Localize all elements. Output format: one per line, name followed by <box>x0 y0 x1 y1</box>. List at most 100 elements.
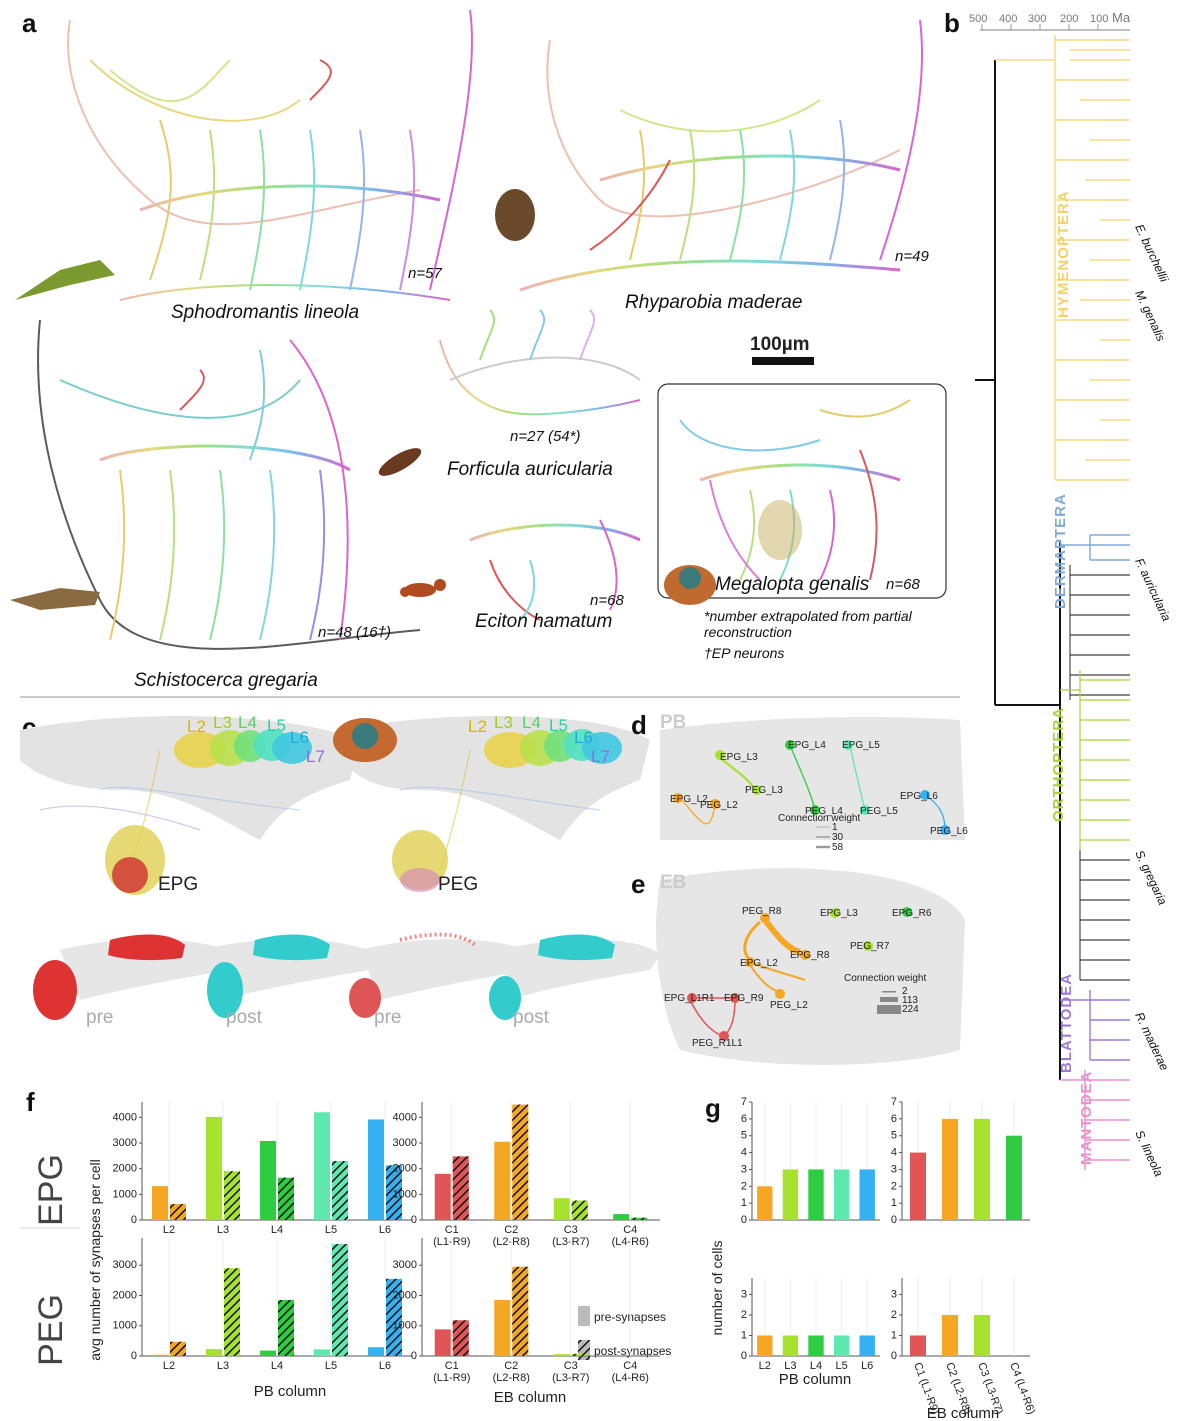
post-label: post <box>226 1007 262 1028</box>
species-label: Forficula auricularia <box>447 459 613 480</box>
neuron-forficula <box>439 309 641 416</box>
hymenoptera-branches <box>995 35 1130 481</box>
pre-label: pre <box>86 1007 114 1028</box>
tick-100: 100 <box>1090 13 1108 25</box>
x-tick-label: C4 <box>623 1224 637 1236</box>
scale-bar-label: 100µm <box>750 334 810 355</box>
y-tick-label: 1 <box>741 1197 747 1209</box>
post-label: post <box>513 1007 549 1028</box>
column-label: L4 <box>238 713 257 732</box>
x-tick-label: L2 <box>163 1224 175 1236</box>
time-axis-ticks <box>981 24 1099 30</box>
x-tick-label: L5 <box>835 1360 847 1372</box>
column-label: L3 <box>213 713 232 732</box>
y-tick-label: 0 <box>411 1350 417 1362</box>
bar <box>942 1118 958 1220</box>
dermaptera-branches <box>1060 534 1130 561</box>
y-tick-label: 3 <box>891 1288 897 1300</box>
y-tick-label: 0 <box>741 1214 747 1226</box>
y-tick-label: 1000 <box>393 1320 417 1332</box>
footnote-ep-neurons: †EP neurons <box>704 645 785 661</box>
node-label: EPG_R6 <box>892 908 932 919</box>
bar-post-hatch <box>512 1104 529 1220</box>
bar <box>757 1186 773 1220</box>
y-tick-label: 5 <box>891 1130 897 1142</box>
y-tick-label: 7 <box>741 1096 747 1108</box>
eb-legend-value: 113 <box>902 995 918 1006</box>
bar-pre <box>152 1186 168 1220</box>
bar <box>974 1118 990 1220</box>
node-label: EPG_L6 <box>900 791 938 802</box>
y-tick-label: 2000 <box>393 1163 417 1175</box>
synapse-maps <box>33 932 660 1020</box>
bar-post-hatch <box>332 1161 348 1220</box>
y-tick-label: 7 <box>891 1096 897 1108</box>
y-tick-label: 2000 <box>113 1289 137 1301</box>
locust-icon <box>10 588 100 610</box>
x-tick-label: L4 <box>271 1224 283 1236</box>
bar <box>833 1335 850 1356</box>
bar-post-hatch <box>170 1341 186 1356</box>
bee-icon-c <box>333 718 397 762</box>
mantis-icon <box>15 260 115 300</box>
y-tick-label: 6 <box>891 1113 897 1125</box>
column-label: L2 <box>468 717 487 736</box>
bar-post-hatch <box>571 1200 588 1220</box>
x-tick-label: L2 <box>759 1360 771 1372</box>
bar <box>910 1335 926 1356</box>
y-tick-label: 1 <box>891 1197 897 1209</box>
x-tick-label: L6 <box>379 1224 391 1236</box>
count-label: n=57 <box>408 265 442 282</box>
f-eb-xlabel: EB column <box>494 1389 567 1406</box>
x-tick-label: L5 <box>325 1224 337 1236</box>
g-ylabel: number of cells <box>709 1241 725 1336</box>
bar-pre <box>206 1349 222 1356</box>
neoptera-black-branches <box>1069 565 1130 981</box>
bar-post-hatch <box>278 1300 294 1356</box>
ant-icon <box>400 579 446 597</box>
eb-nodes <box>687 907 912 1041</box>
column-label: L6 <box>290 728 309 747</box>
bar-pre <box>494 1300 511 1356</box>
y-tick-label: 3000 <box>393 1259 417 1271</box>
node-label: PEG_R8 <box>742 906 782 917</box>
node-label: PEG_L2 <box>770 1000 808 1011</box>
tick-500: 500 <box>969 13 987 25</box>
column-label: L5 <box>267 716 286 735</box>
column-label: L6 <box>574 728 593 747</box>
bar-post-hatch <box>452 1156 469 1220</box>
node-label: PEG_R1L1 <box>692 1038 743 1049</box>
pb-legend-value: 1 <box>832 822 838 833</box>
y-tick-label: 4 <box>891 1147 897 1159</box>
x-tick-label: L4 <box>810 1360 822 1372</box>
blattodea-branches <box>1060 990 1130 1061</box>
bar <box>910 1152 926 1220</box>
earwig-icon <box>378 448 422 476</box>
bar-post-hatch <box>512 1266 529 1356</box>
node-label: EPG_L3 <box>720 752 758 763</box>
legend-post-label: post-synapses <box>594 1344 671 1358</box>
count-label: n=68 <box>590 592 624 609</box>
node-label: PEG_L5 <box>860 806 898 817</box>
panel-letter-b: b <box>944 8 960 38</box>
pb-nodes <box>673 740 950 835</box>
bar-pre <box>434 1173 451 1220</box>
bar-post-hatch <box>386 1278 402 1356</box>
node-label: PEG_L6 <box>930 826 968 837</box>
panel-letter-d: d <box>631 710 647 740</box>
x-tick-label: C4 (L4-R6) <box>1007 1361 1037 1416</box>
y-tick-label: 0 <box>741 1350 747 1362</box>
bar-pre <box>434 1329 451 1356</box>
bar-post-hatch <box>452 1320 469 1356</box>
clade-hymenoptera: HYMENOPTERA <box>1055 190 1072 318</box>
y-tick-label: 3000 <box>393 1137 417 1149</box>
count-label: n=68 <box>886 576 920 593</box>
bar-pre <box>314 1349 330 1356</box>
x-tick-label: C4 <box>623 1360 637 1372</box>
y-tick-label: 2 <box>891 1309 897 1321</box>
clade-orthoptera: ORTHOPTERA <box>1050 707 1067 822</box>
node-label: EPG_L5 <box>842 740 880 751</box>
x-tick-label: C1 <box>445 1224 459 1236</box>
x-tick-label: L3 <box>784 1360 796 1372</box>
bar <box>859 1169 875 1220</box>
